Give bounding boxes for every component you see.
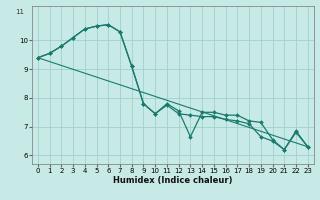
- X-axis label: Humidex (Indice chaleur): Humidex (Indice chaleur): [113, 176, 233, 185]
- Text: 11: 11: [15, 9, 24, 15]
